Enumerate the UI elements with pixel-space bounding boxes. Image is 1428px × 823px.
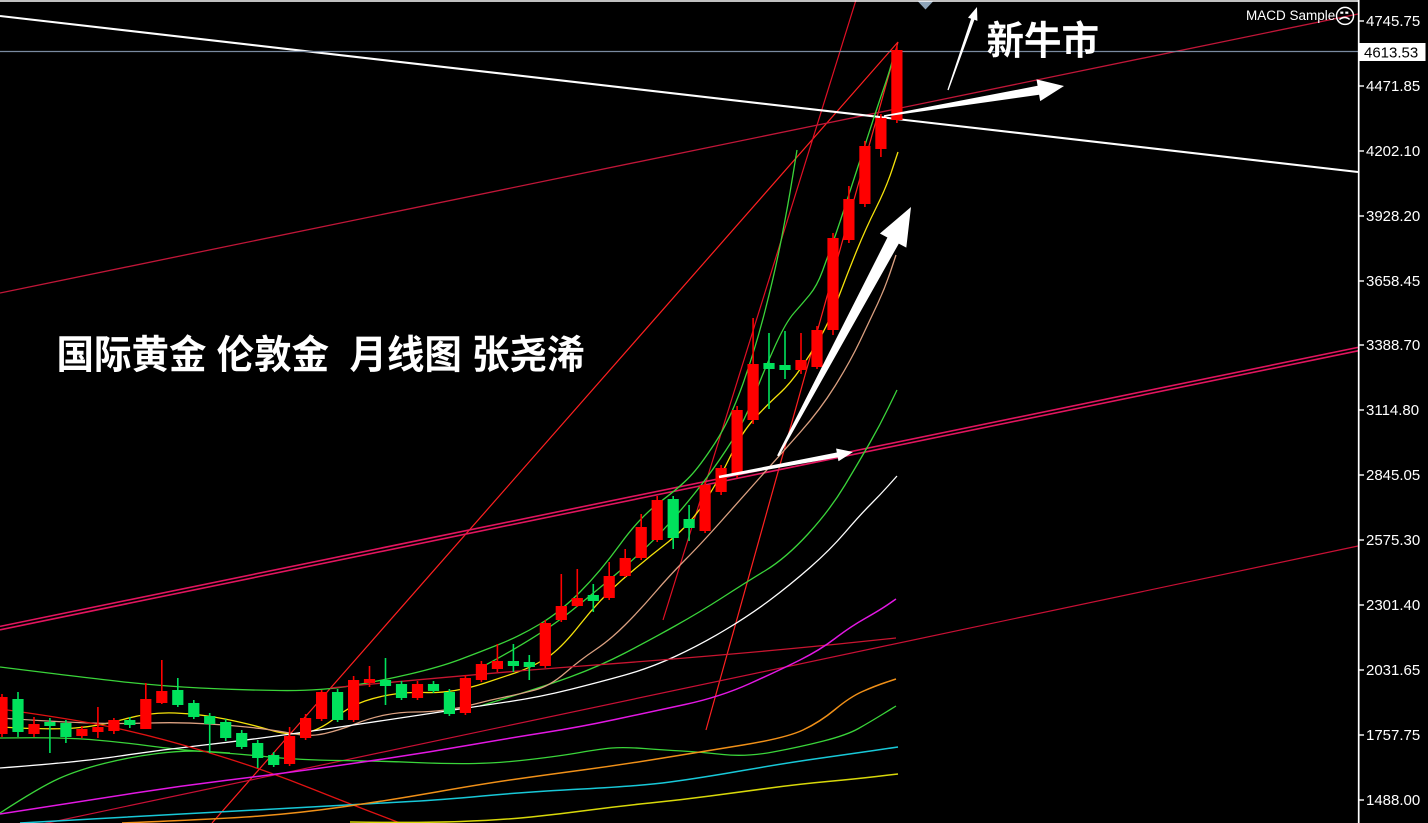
svg-text:3114.80: 3114.80 bbox=[1366, 402, 1419, 419]
svg-text:2031.65: 2031.65 bbox=[1366, 662, 1420, 679]
svg-text:4613.53: 4613.53 bbox=[1364, 45, 1418, 62]
svg-text:4745.75: 4745.75 bbox=[1366, 13, 1420, 30]
svg-text:3658.45: 3658.45 bbox=[1366, 273, 1420, 290]
svg-text:3388.70: 3388.70 bbox=[1366, 337, 1420, 354]
svg-text:MACD Sample: MACD Sample bbox=[1246, 8, 1335, 23]
svg-text:3928.20: 3928.20 bbox=[1366, 208, 1420, 225]
svg-text:2301.40: 2301.40 bbox=[1366, 597, 1420, 614]
svg-text:2845.05: 2845.05 bbox=[1366, 467, 1420, 484]
svg-text:1488.00: 1488.00 bbox=[1366, 792, 1420, 809]
svg-text:4202.10: 4202.10 bbox=[1366, 143, 1420, 160]
svg-text:2575.30: 2575.30 bbox=[1366, 532, 1420, 549]
svg-text:1757.75: 1757.75 bbox=[1366, 727, 1420, 744]
svg-text:4471.85: 4471.85 bbox=[1366, 78, 1420, 95]
